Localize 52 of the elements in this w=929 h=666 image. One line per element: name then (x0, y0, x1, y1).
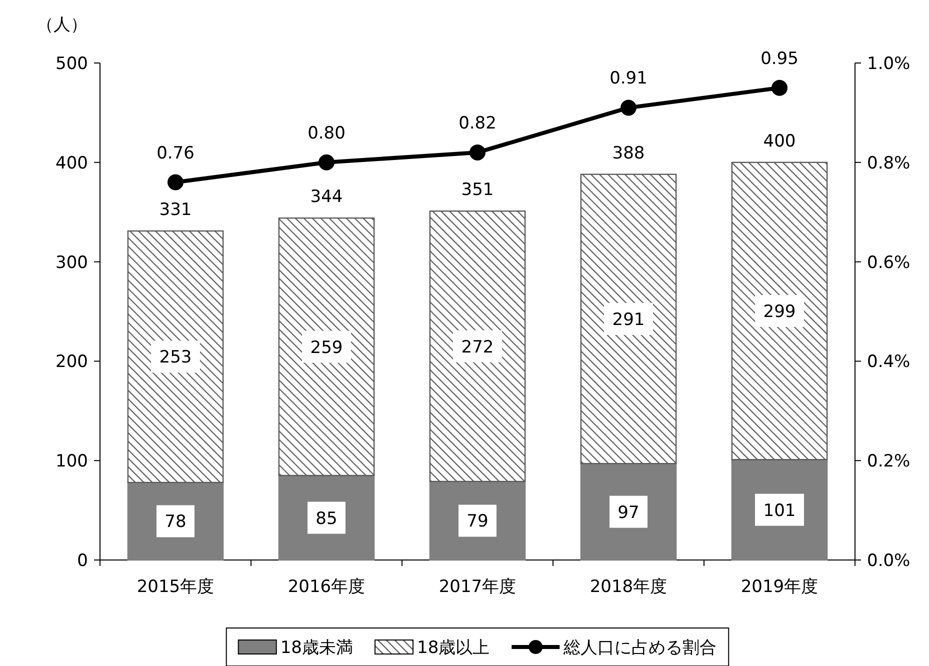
point (470, 144, 486, 160)
data-label: 253 (159, 348, 192, 368)
x-tick-label: 2017年度 (438, 577, 516, 597)
total-label: 344 (310, 187, 343, 208)
y2-tick-label: 0.6% (867, 252, 910, 273)
legend-label: 18歳未満 (280, 638, 353, 658)
data-label: 101 (763, 500, 796, 521)
y2-tick-label: 0.8% (867, 153, 910, 174)
y-axis-title: （人） (36, 15, 88, 35)
y-tick-label: 100 (56, 452, 88, 472)
y2-tick-label: 0.2% (867, 452, 910, 472)
x-tick-label: 2016年度 (288, 577, 366, 597)
total-label: 400 (763, 131, 796, 152)
y-tick-label: 200 (56, 352, 88, 372)
data-label: 78 (164, 512, 186, 532)
point (620, 100, 636, 116)
legend-label: 総人口に占める割合 (562, 638, 717, 658)
total-label: 388 (612, 143, 645, 164)
bar (278, 217, 375, 476)
data-label: 0.82 (458, 113, 496, 134)
data-label: 259 (310, 338, 343, 358)
x-tick-label: 2015年度 (136, 577, 214, 597)
y-tick-label: 0 (77, 551, 88, 571)
data-label: 0.91 (610, 68, 648, 89)
x-tick-label: 2019年度 (740, 577, 818, 597)
y-tick-label: 400 (56, 153, 88, 174)
bar (429, 210, 526, 482)
y2-tick-label: 0.4% (867, 352, 910, 372)
bar (731, 162, 828, 460)
y-tick-label: 500 (56, 54, 88, 74)
bar (127, 230, 224, 484)
point (318, 154, 334, 170)
data-label: 0.76 (156, 143, 194, 164)
data-label: 97 (618, 502, 640, 523)
data-label: 272 (461, 337, 494, 358)
data-label: 299 (763, 302, 796, 322)
data-label: 291 (612, 310, 645, 330)
y2-tick-label: 0.0% (867, 551, 910, 571)
data-label: 0.80 (308, 123, 346, 144)
x-tick-label: 2018年度 (590, 577, 668, 597)
data-label: 85 (316, 508, 338, 529)
legend-label: 18歳以上 (417, 638, 490, 658)
data-label: 79 (466, 512, 488, 532)
bar (580, 462, 677, 561)
total-label: 351 (461, 180, 494, 200)
y2-tick-label: 1.0% (867, 54, 910, 74)
point (772, 80, 788, 96)
bar (580, 174, 677, 464)
data-label: 0.95 (760, 48, 798, 69)
y-tick-label: 300 (56, 252, 88, 273)
total-label: 331 (159, 200, 192, 220)
point (168, 174, 184, 190)
